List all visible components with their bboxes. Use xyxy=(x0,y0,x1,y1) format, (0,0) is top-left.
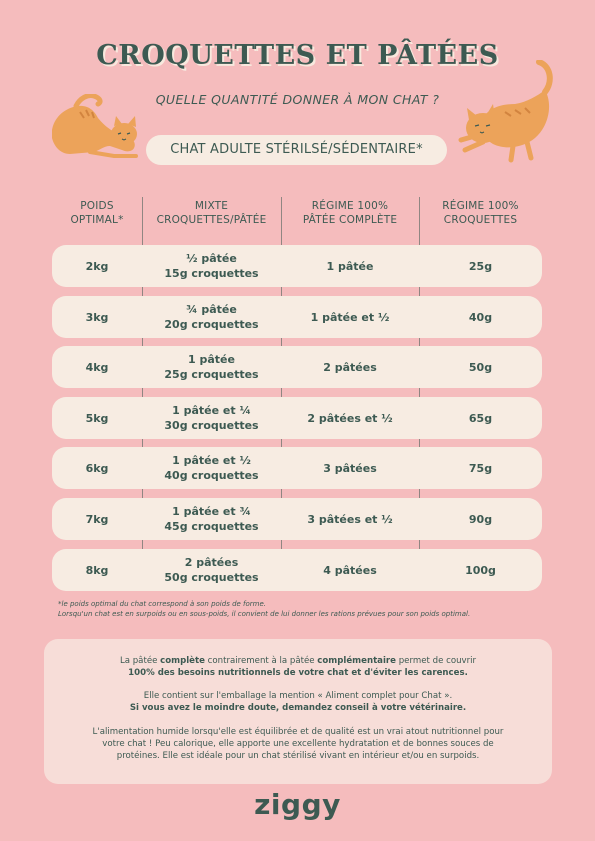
croquettes-cell: 75g xyxy=(468,461,493,475)
table-row: 8kg 2 pâtées 50g croquettes 4 pâtées 100g xyxy=(52,549,542,591)
croquettes-cell: 65g xyxy=(468,411,493,425)
mix-cell: 2 pâtées 50g croquettes xyxy=(164,556,259,584)
mix-cell: 1 pâtée et ¾ 45g croquettes xyxy=(164,505,259,533)
pate-cell: 3 pâtées et ½ xyxy=(307,512,393,526)
weight-cell: 6kg xyxy=(85,461,109,475)
cat-stretching-icon xyxy=(52,94,138,158)
weight-cell: 4kg xyxy=(85,360,109,374)
weight-cell: 3kg xyxy=(85,310,109,324)
mix-cell: 1 pâtée et ¼ 30g croquettes xyxy=(164,404,259,432)
weight-cell: 2kg xyxy=(85,259,109,273)
table-row: 7kg 1 pâtée et ¾ 45g croquettes 3 pâtées … xyxy=(52,498,542,540)
croquettes-cell: 100g xyxy=(465,563,496,577)
table-row: 3kg ¾ pâtée 20g croquettes 1 pâtée et ½ 4… xyxy=(52,296,542,338)
table-row: 5kg 1 pâtée et ¼ 30g croquettes 2 pâtées … xyxy=(52,397,542,439)
info-paragraph-3: L'alimentation humide lorsqu'elle est éq… xyxy=(92,727,504,761)
weight-cell: 8kg xyxy=(85,563,109,577)
info-paragraph-1: La pâtée complète contrairement à la pât… xyxy=(119,656,477,678)
table-row: 2kg ½ pâtée 15g croquettes 1 pâtée 25g xyxy=(52,245,542,287)
mix-cell: 1 pâtée et ½ 40g croquettes xyxy=(164,454,259,482)
croquettes-cell: 50g xyxy=(468,360,493,374)
pate-cell: 4 pâtées xyxy=(323,563,377,577)
croquettes-cell: 40g xyxy=(468,310,493,324)
brand-logo: ziggy xyxy=(254,788,341,821)
croquettes-cell: 25g xyxy=(468,259,493,273)
mix-cell: ¾ pâtée 20g croquettes xyxy=(164,303,259,331)
cat-jumping-icon xyxy=(458,60,553,163)
column-divider xyxy=(419,197,420,591)
pate-cell: 2 pâtées xyxy=(323,360,377,374)
info-paragraph-2: Elle contient sur l'emballage la mention… xyxy=(129,691,467,713)
column-header-mix: MIXTE CROQUETTES/PÂTÉE xyxy=(156,200,267,226)
mix-cell: ½ pâtée 15g croquettes xyxy=(164,252,259,280)
pate-cell: 2 pâtées et ½ xyxy=(307,411,393,425)
pate-cell: 3 pâtées xyxy=(323,461,377,475)
column-header-weight: POIDS OPTIMAL* xyxy=(70,200,124,226)
page-title: CROQUETTES ET PÂTÉES xyxy=(96,40,499,71)
weight-cell: 7kg xyxy=(85,512,109,526)
footnote: *le poids optimal du chat correspond à s… xyxy=(58,600,471,618)
pate-cell: 1 pâtée xyxy=(326,259,374,273)
table-row: 4kg 1 pâtée 25g croquettes 2 pâtées 50g xyxy=(52,346,542,388)
weight-cell: 5kg xyxy=(85,411,109,425)
category-badge: CHAT ADULTE STÉRILSÉ/SÉDENTAIRE* xyxy=(146,135,447,165)
mix-cell: 1 pâtée 25g croquettes xyxy=(164,353,259,381)
croquettes-cell: 90g xyxy=(468,512,493,526)
column-header-pate: RÉGIME 100% PÂTÉE COMPLÈTE xyxy=(302,200,398,226)
table-row: 6kg 1 pâtée et ½ 40g croquettes 3 pâtées … xyxy=(52,447,542,489)
column-header-croquettes: RÉGIME 100% CROQUETTES xyxy=(442,200,519,226)
pate-cell: 1 pâtée et ½ xyxy=(310,310,390,324)
page-subtitle: QUELLE QUANTITÉ DONNER À MON CHAT ? xyxy=(155,92,440,107)
column-divider xyxy=(281,197,282,591)
column-divider xyxy=(142,197,143,591)
info-box: La pâtée complète contrairement à la pât… xyxy=(44,639,552,784)
